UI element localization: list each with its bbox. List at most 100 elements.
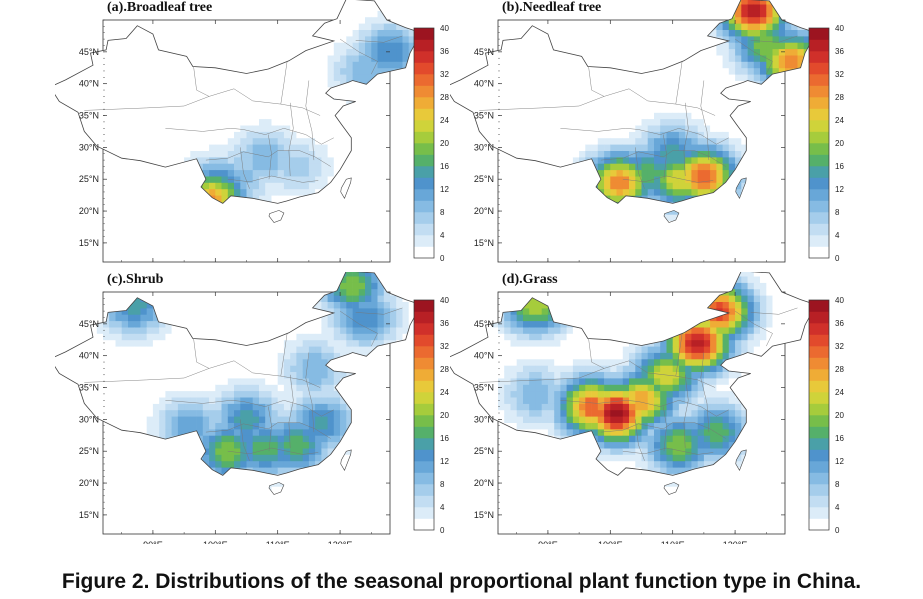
colorbar-bin bbox=[809, 346, 829, 358]
lon-tick-label: 120°E bbox=[328, 540, 353, 544]
colorbar: 0 4 8 12 16 20 24 28 32 36 40 bbox=[808, 24, 844, 263]
colorbar-label: 12 bbox=[835, 457, 844, 466]
lat-tick-label: 40°N bbox=[79, 79, 99, 89]
lat-tick-label: 15°N bbox=[474, 238, 494, 248]
colorbar-label: 36 bbox=[440, 47, 449, 56]
colorbar-label: 32 bbox=[835, 70, 844, 79]
colorbar-bin bbox=[414, 154, 434, 167]
lat-tick-label: 30°N bbox=[474, 142, 494, 152]
lon-tick-label: 110°E bbox=[266, 540, 290, 544]
colorbar: 0 4 8 12 16 20 24 28 32 36 40 bbox=[413, 24, 449, 263]
colorbar-bin bbox=[414, 39, 434, 52]
lat-tick-label: 45°N bbox=[79, 47, 99, 57]
panel-grass: (d).Grass 15°N 20°N 25°N 30°N 35°N 40°N 45°N 90… bbox=[450, 272, 850, 544]
lat-tick-label: 30°N bbox=[79, 142, 99, 152]
colorbar-bin bbox=[414, 484, 434, 496]
lat-tick-label: 40°N bbox=[474, 79, 494, 89]
lon-tick-label: 90°E bbox=[538, 540, 558, 544]
colorbar-bin bbox=[809, 484, 829, 496]
colorbar-bin bbox=[414, 235, 434, 247]
colorbar-bin bbox=[809, 403, 829, 416]
colorbar-label: 4 bbox=[835, 231, 840, 240]
colorbar-label: 12 bbox=[835, 185, 844, 194]
map-svg-shrub: 15°N 20°N 25°N 30°N 35°N 40°N 45°N 90°E 100°E 110… bbox=[55, 272, 449, 544]
colorbar-label: 20 bbox=[835, 139, 844, 148]
colorbar-bin bbox=[414, 166, 434, 178]
lat-tick-label: 35°N bbox=[474, 383, 494, 393]
colorbar-bin bbox=[414, 380, 434, 393]
province-boundaries bbox=[84, 307, 403, 461]
colorbar-label: 32 bbox=[440, 342, 449, 351]
colorbar-label: 4 bbox=[440, 231, 445, 240]
colorbar-label: 24 bbox=[835, 116, 844, 125]
colorbar-bin bbox=[414, 189, 434, 201]
lat-tick-label: 35°N bbox=[79, 383, 99, 393]
colorbar-bin bbox=[414, 62, 434, 75]
lat-tick-label: 40°N bbox=[474, 351, 494, 361]
colorbar-bin bbox=[809, 449, 829, 462]
colorbar-bin bbox=[809, 334, 829, 347]
lon-tick-label: 110°E bbox=[661, 540, 685, 544]
lat-tick-label: 25°N bbox=[474, 446, 494, 456]
panel-title-grass: (d).Grass bbox=[502, 272, 558, 287]
colorbar-bin bbox=[809, 300, 829, 312]
panel-broadleaf: (a).Broadleaf tree 15°N 20°N 25°N 30°N 35°N 4… bbox=[55, 0, 455, 272]
colorbar-bin bbox=[809, 212, 829, 224]
lon-tick-label: 120°E bbox=[723, 540, 748, 544]
colorbar-bin bbox=[809, 74, 829, 86]
colorbar-label: 40 bbox=[440, 296, 449, 305]
colorbar-label: 28 bbox=[835, 93, 844, 102]
colorbar-bin bbox=[414, 246, 434, 259]
colorbar-bin bbox=[414, 357, 434, 370]
colorbar-label: 20 bbox=[835, 411, 844, 420]
colorbar-label: 36 bbox=[835, 47, 844, 56]
map-svg-needleaf: 15°N 20°N 25°N 30°N 35°N 40°N 45°N 0 4 8 12 16 20 24 2… bbox=[450, 0, 844, 263]
colorbar-bin bbox=[414, 28, 434, 40]
colorbar-bin bbox=[809, 235, 829, 247]
colorbar-bin bbox=[414, 223, 434, 236]
colorbar: 0 4 8 12 16 20 24 28 32 36 40 bbox=[413, 296, 449, 535]
lat-tick-label: 40°N bbox=[79, 351, 99, 361]
colorbar-bin bbox=[809, 28, 829, 40]
colorbar-bin bbox=[414, 108, 434, 121]
province-boundaries bbox=[84, 35, 403, 189]
colorbar-bin bbox=[414, 369, 434, 381]
colorbar-bin bbox=[414, 85, 434, 98]
colorbar-label: 0 bbox=[835, 526, 840, 535]
colorbar-bin bbox=[809, 495, 829, 508]
colorbar-bin bbox=[809, 461, 829, 473]
country-outline bbox=[450, 272, 817, 476]
lat-tick-label: 20°N bbox=[79, 206, 99, 216]
colorbar-label: 12 bbox=[440, 457, 449, 466]
colorbar: 0 4 8 12 16 20 24 28 32 36 40 bbox=[808, 296, 844, 535]
colorbar-label: 8 bbox=[835, 208, 840, 217]
lat-tick-label: 30°N bbox=[79, 414, 99, 424]
taiwan-outline bbox=[340, 449, 352, 471]
lat-tick-label: 15°N bbox=[79, 510, 99, 520]
map-svg-grass: 15°N 20°N 25°N 30°N 35°N 40°N 45°N 90°E 100°E 110… bbox=[450, 272, 844, 544]
country-outline bbox=[55, 0, 422, 204]
country-outline bbox=[450, 0, 817, 204]
colorbar-bin bbox=[809, 323, 829, 335]
colorbar-label: 16 bbox=[440, 162, 449, 171]
lat-tick-label: 45°N bbox=[474, 319, 494, 329]
colorbar-bin bbox=[414, 403, 434, 416]
hainan-outline bbox=[663, 210, 680, 223]
colorbar-bin bbox=[414, 177, 434, 190]
taiwan-outline bbox=[340, 177, 352, 199]
taiwan-outline bbox=[735, 449, 747, 471]
colorbar-bin bbox=[414, 438, 434, 450]
colorbar-bin bbox=[809, 415, 829, 427]
colorbar-bin bbox=[414, 143, 434, 155]
colorbar-bin bbox=[809, 97, 829, 109]
colorbar-bin bbox=[414, 311, 434, 324]
colorbar-bin bbox=[414, 461, 434, 473]
colorbar-bin bbox=[414, 74, 434, 86]
hainan-outline bbox=[268, 210, 285, 223]
lon-tick-label: 100°E bbox=[598, 540, 623, 544]
colorbar-label: 40 bbox=[440, 24, 449, 33]
colorbar-bin bbox=[809, 392, 829, 404]
colorbar-bin bbox=[414, 518, 434, 531]
colorbar-bin bbox=[809, 311, 829, 324]
colorbar-bin bbox=[414, 495, 434, 508]
